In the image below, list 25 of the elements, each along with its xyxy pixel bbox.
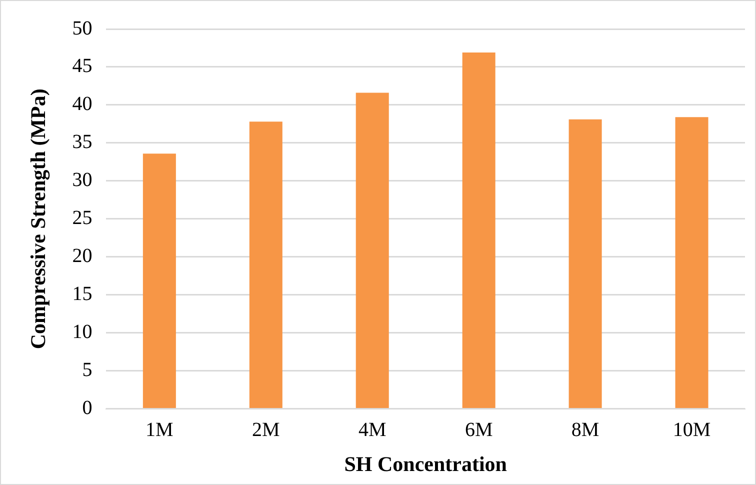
y-tick-label: 15 xyxy=(72,283,92,306)
y-tick-label: 45 xyxy=(72,55,92,78)
bar xyxy=(249,122,282,408)
y-tick-label: 10 xyxy=(72,321,92,344)
x-tick-label: 8M xyxy=(571,419,600,442)
x-tick-label: 1M xyxy=(146,419,174,442)
bar xyxy=(675,117,708,408)
bar xyxy=(462,52,496,408)
y-tick-label: 5 xyxy=(82,359,92,382)
y-tick-label: 0 xyxy=(82,397,92,420)
y-tick-label: 40 xyxy=(72,93,92,116)
x-tick-label: 10M xyxy=(672,419,711,442)
y-tick-label: 50 xyxy=(72,17,92,40)
y-axis-title: Compressive Strength (MPa) xyxy=(26,88,50,350)
y-tick-label: 25 xyxy=(72,207,92,230)
x-tick-label: 4M xyxy=(358,419,386,442)
bar xyxy=(356,92,389,408)
y-tick-label: 35 xyxy=(72,131,92,154)
x-tick-label: 2M xyxy=(252,419,280,442)
y-tick-label: 30 xyxy=(72,169,92,192)
x-tick-label: 6M xyxy=(464,419,493,442)
x-axis-title: SH Concentration xyxy=(344,452,508,476)
bar xyxy=(142,154,176,408)
y-tick-label: 20 xyxy=(72,245,92,268)
bar xyxy=(568,119,602,408)
